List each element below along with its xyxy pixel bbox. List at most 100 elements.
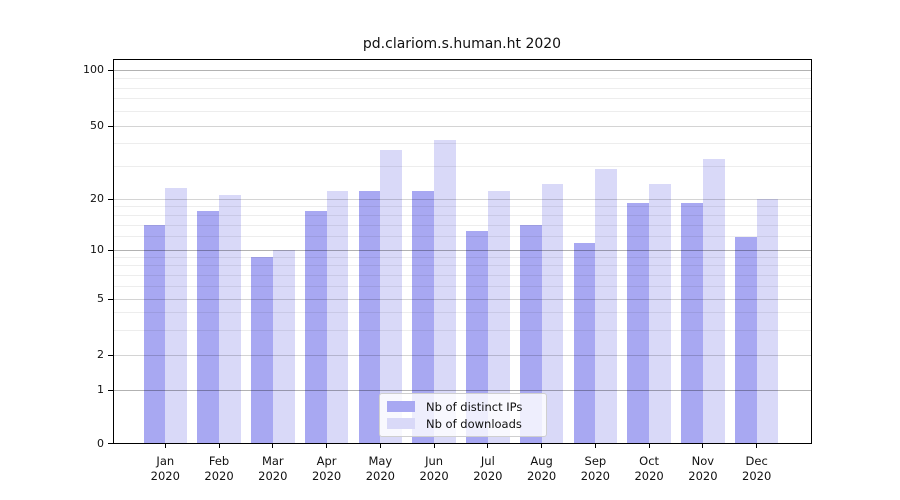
x-tick-mark-aug <box>541 444 543 448</box>
x-tick-label-aug: Aug 2020 <box>512 454 572 484</box>
bar-downloads-sep <box>595 169 618 444</box>
bar-distinct-ips-apr <box>304 210 327 444</box>
bar-distinct-ips-jul <box>466 230 488 444</box>
x-tick-label-jan: Jan 2020 <box>135 454 195 484</box>
y-tick-mark-0 <box>108 443 113 444</box>
x-tick-label-jun: Jun 2020 <box>404 454 464 484</box>
x-tick-label-year: 2020 <box>419 469 449 483</box>
legend: Nb of distinct IPs Nb of downloads <box>379 393 547 437</box>
x-tick-label-year: 2020 <box>526 469 557 483</box>
x-tick-mark-nov <box>702 444 704 448</box>
legend-label-distinct-ips: Nb of distinct IPs <box>426 399 523 414</box>
y-tick-label-100: 100 <box>83 63 104 76</box>
gridline-10 <box>114 249 811 251</box>
gridline-40 <box>114 143 811 145</box>
gridline-60 <box>114 110 811 112</box>
gridline-16 <box>114 214 811 216</box>
gridline-50 <box>114 125 811 127</box>
x-tick-label-year: 2020 <box>580 469 611 483</box>
gridline-100 <box>114 69 811 71</box>
bar-distinct-ips-nov <box>681 202 703 444</box>
x-tick-label-apr: Apr 2020 <box>297 454 357 484</box>
gridline-7 <box>114 274 811 276</box>
bar-downloads-apr <box>326 191 349 444</box>
x-tick-label-month: Jan <box>156 454 175 468</box>
bar-distinct-ips-mar <box>251 257 273 444</box>
gridline-1 <box>114 389 811 391</box>
x-tick-label-year: 2020 <box>204 469 234 483</box>
gridline-12 <box>114 236 811 238</box>
x-tick-label-year: 2020 <box>742 469 772 483</box>
bar-distinct-ips-feb <box>197 210 220 444</box>
x-tick-label-feb: Feb 2020 <box>189 454 249 484</box>
y-tick-mark-1 <box>108 389 113 391</box>
gridline-30 <box>114 166 811 168</box>
x-tick-label-month: Mar <box>261 454 284 468</box>
gridline-9 <box>114 256 811 258</box>
gridline-4 <box>114 312 811 314</box>
x-tick-mark-may <box>379 444 381 448</box>
bar-distinct-ips-may <box>358 191 381 444</box>
bar-distinct-ips-oct <box>627 202 650 444</box>
x-tick-label-oct: Oct 2020 <box>619 454 679 484</box>
x-tick-mark-mar <box>272 444 274 448</box>
bar-downloads-aug <box>541 184 564 444</box>
gridline-70 <box>114 98 811 100</box>
y-tick-mark-10 <box>108 249 113 251</box>
x-tick-mark-sep <box>594 444 596 448</box>
y-tick-mark-2 <box>108 354 113 356</box>
y-tick-label-50: 50 <box>90 119 104 132</box>
bar-distinct-ips-sep <box>573 242 596 444</box>
gridline-80 <box>114 87 811 89</box>
x-tick-mark-dec <box>756 444 758 448</box>
x-tick-label-month: Feb <box>208 454 230 468</box>
gridline-14 <box>114 224 811 226</box>
x-tick-label-year: 2020 <box>311 469 342 483</box>
y-tick-label-5: 5 <box>97 292 104 305</box>
x-tick-label-month: Sep <box>584 454 607 468</box>
legend-item-distinct-ips: Nb of distinct IPs <box>387 400 539 414</box>
bar-distinct-ips-jan <box>143 225 166 444</box>
x-tick-label-year: 2020 <box>258 469 288 483</box>
x-tick-label-month: Aug <box>530 454 553 468</box>
legend-swatch-downloads <box>387 418 415 429</box>
bar-downloads-jan <box>165 187 188 444</box>
x-tick-label-month: Nov <box>691 454 715 468</box>
x-tick-mark-jul <box>487 444 489 448</box>
bar-downloads-nov <box>702 159 725 444</box>
y-tick-mark-20 <box>108 198 113 200</box>
gridline-2 <box>114 354 811 356</box>
x-tick-label-month: Oct <box>639 454 660 468</box>
x-tick-label-may: May 2020 <box>350 454 410 484</box>
x-tick-mark-feb <box>218 444 220 448</box>
x-tick-mark-oct <box>648 444 650 448</box>
y-tick-mark-100 <box>108 69 113 71</box>
bar-downloads-mar <box>272 250 295 444</box>
bar-distinct-ips-dec <box>734 236 757 444</box>
y-tick-label-0: 0 <box>97 436 104 450</box>
gridline-8 <box>114 265 811 267</box>
legend-label-downloads: Nb of downloads <box>426 416 522 431</box>
y-tick-mark-5 <box>108 298 113 300</box>
x-tick-label-month: Jul <box>480 454 495 468</box>
x-tick-mark-jun <box>433 444 435 448</box>
x-tick-label-year: 2020 <box>473 469 503 483</box>
bar-downloads-jun <box>434 139 456 444</box>
bar-downloads-feb <box>219 195 241 444</box>
x-tick-label-year: 2020 <box>365 469 395 483</box>
x-tick-label-sep: Sep 2020 <box>565 454 625 484</box>
x-tick-label-year: 2020 <box>688 469 718 483</box>
bar-downloads-may <box>380 149 403 444</box>
gridline-3 <box>114 329 811 331</box>
bar-downloads-jul <box>487 191 510 444</box>
gridline-90 <box>114 78 811 79</box>
y-tick-label-1: 1 <box>97 383 104 396</box>
x-tick-label-dec: Dec 2020 <box>727 454 787 484</box>
y-tick-label-20: 20 <box>90 192 104 205</box>
x-tick-label-month: Jun <box>425 454 444 468</box>
y-tick-label-10: 10 <box>90 243 104 256</box>
x-tick-label-nov: Nov 2020 <box>673 454 733 484</box>
bar-downloads-oct <box>649 184 671 444</box>
gridline-20 <box>114 198 811 200</box>
